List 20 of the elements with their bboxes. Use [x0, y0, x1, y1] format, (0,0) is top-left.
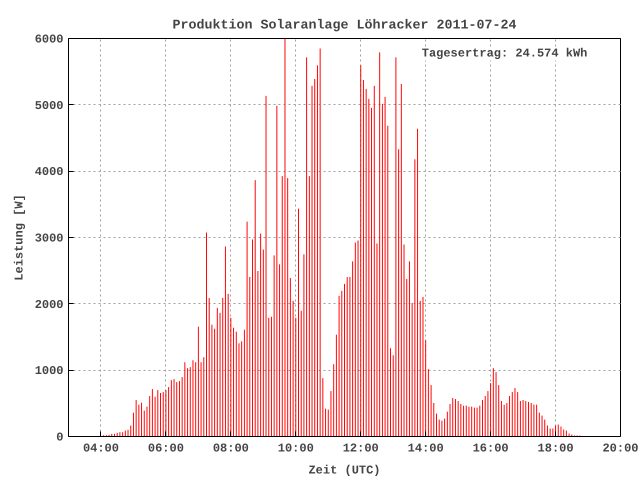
y-tick-label: 2000	[34, 298, 64, 312]
y-tick-label: 5000	[34, 98, 64, 113]
y-tick-label: 4000	[34, 165, 64, 180]
x-tick-label: 16:00	[472, 442, 509, 456]
y-tick-label: 1000	[34, 364, 64, 378]
x-tick-label: 04:00	[82, 442, 119, 456]
annotation: Tagesertrag: 24.574 kWh	[422, 46, 588, 60]
x-tick-label: 12:00	[342, 442, 379, 456]
chart-title: Produktion Solaranlage Löhracker 2011-07-24	[172, 18, 516, 34]
x-axis-title: Zeit (UTC)	[308, 464, 381, 478]
x-tick-label: 10:00	[278, 442, 314, 456]
x-tick-label: 14:00	[408, 442, 444, 456]
x-tick-label: 20:00	[602, 442, 639, 456]
y-tick-label: 3000	[34, 232, 64, 246]
x-tick-label: 18:00	[538, 442, 574, 456]
x-tick-label: 06:00	[148, 442, 184, 456]
y-axis-title: Leistung [W]	[12, 194, 27, 281]
y-tick-label: 6000	[34, 32, 64, 46]
y-tick-label: 0	[56, 430, 64, 444]
x-tick-label: 08:00	[212, 442, 249, 456]
